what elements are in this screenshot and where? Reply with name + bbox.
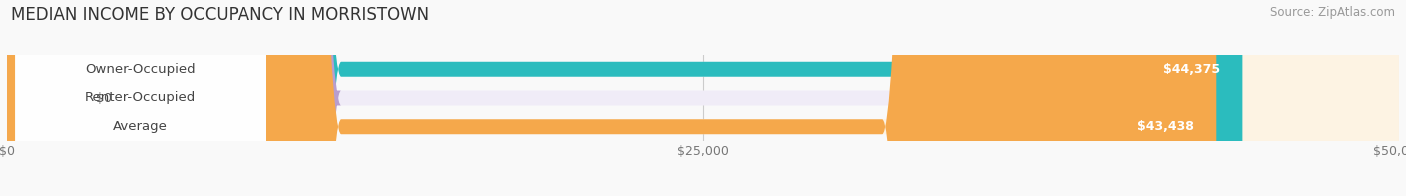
Text: Renter-Occupied: Renter-Occupied	[84, 92, 197, 104]
Text: Source: ZipAtlas.com: Source: ZipAtlas.com	[1270, 6, 1395, 19]
FancyBboxPatch shape	[7, 0, 1399, 196]
FancyBboxPatch shape	[7, 0, 1243, 196]
Text: $0: $0	[96, 92, 112, 104]
Text: $44,375: $44,375	[1163, 63, 1220, 76]
FancyBboxPatch shape	[0, 0, 342, 196]
FancyBboxPatch shape	[15, 0, 266, 196]
Text: Average: Average	[114, 120, 169, 133]
FancyBboxPatch shape	[7, 0, 1399, 196]
Text: $43,438: $43,438	[1137, 120, 1194, 133]
Text: Owner-Occupied: Owner-Occupied	[86, 63, 195, 76]
Text: MEDIAN INCOME BY OCCUPANCY IN MORRISTOWN: MEDIAN INCOME BY OCCUPANCY IN MORRISTOWN	[11, 6, 429, 24]
FancyBboxPatch shape	[15, 0, 266, 196]
FancyBboxPatch shape	[7, 0, 1216, 196]
FancyBboxPatch shape	[7, 0, 1399, 196]
FancyBboxPatch shape	[15, 0, 266, 196]
